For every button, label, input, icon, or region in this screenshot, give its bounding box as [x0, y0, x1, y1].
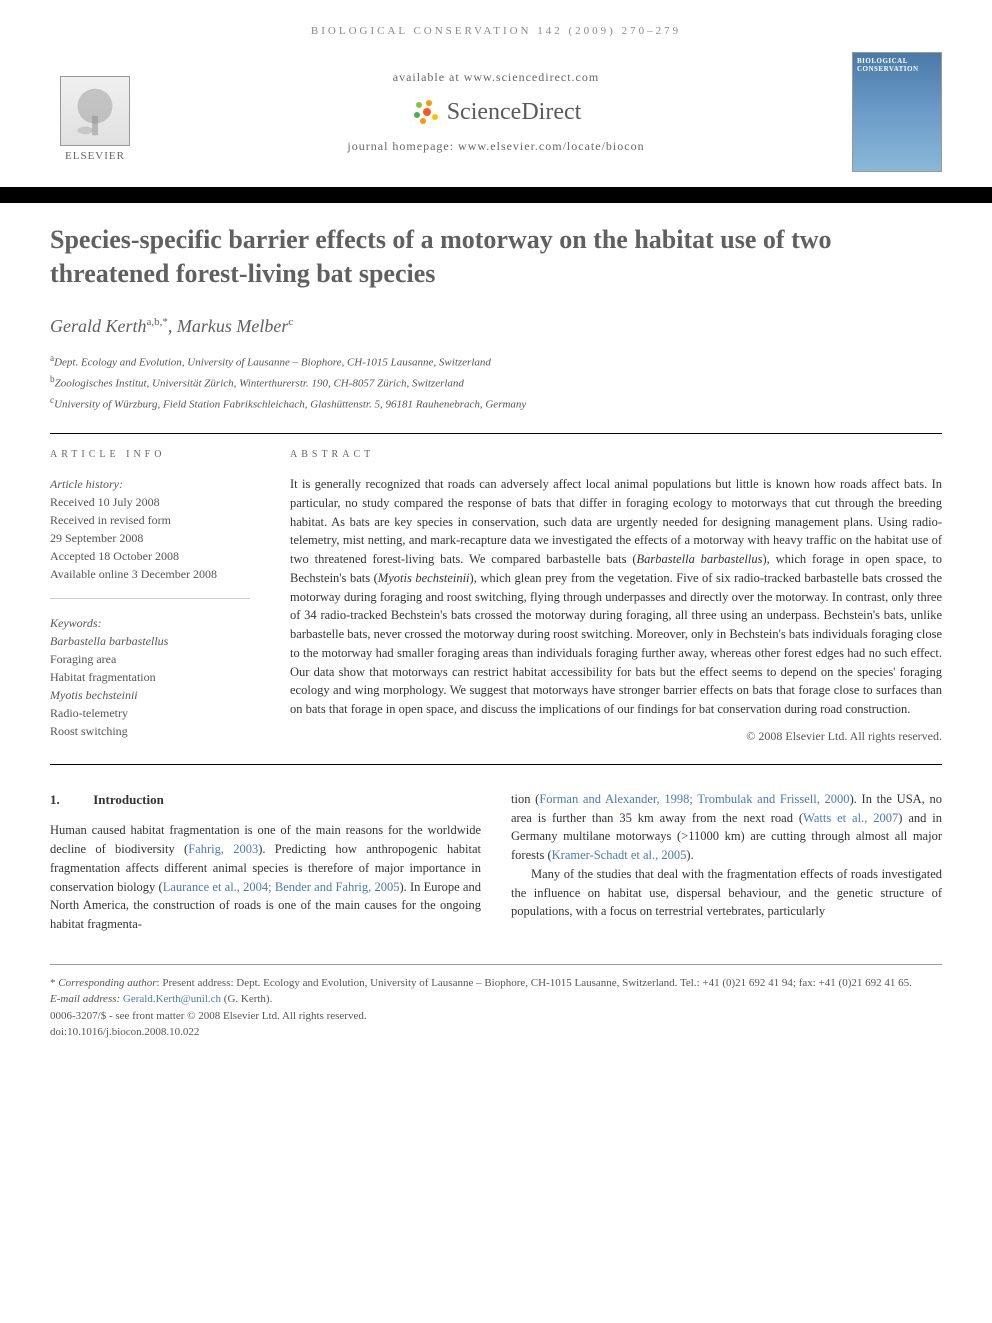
article-history: Article history: Received 10 July 2008Re…: [50, 475, 250, 599]
cover-title: BIOLOGICAL CONSERVATION: [857, 57, 937, 73]
title-bar: [0, 187, 992, 203]
body-column-right: tion (Forman and Alexander, 1998; Trombu…: [511, 790, 942, 934]
elsevier-label: ELSEVIER: [65, 150, 125, 162]
body-column-left: 1. Introduction Human caused habitat fra…: [50, 790, 481, 934]
header-row: ELSEVIER available at www.sciencedirect.…: [50, 52, 942, 172]
keyword: Roost switching: [50, 722, 250, 740]
keywords-block: Keywords: Barbastella barbastellusForagi…: [50, 614, 250, 740]
body-columns: 1. Introduction Human caused habitat fra…: [50, 790, 942, 934]
email-line: E-mail address: Gerald.Kerth@unil.ch (G.…: [50, 991, 942, 1008]
info-abstract-row: ARTICLE INFO Article history: Received 1…: [50, 449, 942, 744]
body-paragraph: Human caused habitat fragmentation is on…: [50, 821, 481, 934]
sciencedirect-label: ScienceDirect: [447, 99, 582, 126]
abstract-text: It is generally recognized that roads ca…: [290, 475, 942, 719]
email-address[interactable]: Gerald.Kerth@unil.ch: [123, 993, 221, 1005]
keyword: Barbastella barbastellus: [50, 632, 250, 650]
body-paragraph: Many of the studies that deal with the f…: [511, 865, 942, 921]
divider-top: [50, 433, 942, 434]
section-title: Introduction: [93, 792, 164, 807]
article-title: Species-specific barrier effects of a mo…: [50, 223, 942, 291]
affiliation: aDept. Ecology and Evolution, University…: [50, 352, 942, 371]
corresponding-author: * Corresponding author: Present address:…: [50, 975, 942, 992]
footer-block: * Corresponding author: Present address:…: [50, 964, 942, 1041]
affiliation: cUniversity of Würzburg, Field Station F…: [50, 394, 942, 413]
divider-bottom: [50, 764, 942, 765]
sciencedirect-logo: ScienceDirect: [411, 97, 582, 127]
abstract-column: ABSTRACT It is generally recognized that…: [290, 449, 942, 744]
center-header: available at www.sciencedirect.com Scien…: [140, 70, 852, 154]
keyword: Habitat fragmentation: [50, 668, 250, 686]
elsevier-tree-icon: [60, 76, 130, 146]
article-info-column: ARTICLE INFO Article history: Received 1…: [50, 449, 250, 744]
keyword: Myotis bechsteinii: [50, 686, 250, 704]
affiliations: aDept. Ecology and Evolution, University…: [50, 352, 942, 413]
doi-line: doi:10.1016/j.biocon.2008.10.022: [50, 1024, 942, 1041]
section-number: 1.: [50, 790, 90, 810]
history-line: Available online 3 December 2008: [50, 565, 250, 583]
body-paragraph: tion (Forman and Alexander, 1998; Trombu…: [511, 790, 942, 865]
elsevier-logo: ELSEVIER: [50, 62, 140, 162]
keyword: Radio-telemetry: [50, 704, 250, 722]
issn-line: 0006-3207/$ - see front matter © 2008 El…: [50, 1008, 942, 1025]
journal-reference: BIOLOGICAL CONSERVATION 142 (2009) 270–2…: [50, 25, 942, 37]
article-info-heading: ARTICLE INFO: [50, 449, 250, 460]
email-label: E-mail address:: [50, 993, 120, 1005]
sciencedirect-dots-icon: [411, 97, 441, 127]
abstract-copyright: © 2008 Elsevier Ltd. All rights reserved…: [290, 729, 942, 744]
history-label: Article history:: [50, 475, 250, 493]
keyword: Foraging area: [50, 650, 250, 668]
history-line: Received in revised form: [50, 511, 250, 529]
authors: Gerald Kertha,b,*, Markus Melberc: [50, 316, 942, 337]
history-line: Accepted 18 October 2008: [50, 547, 250, 565]
available-at-text: available at www.sciencedirect.com: [140, 70, 852, 85]
journal-homepage: journal homepage: www.elsevier.com/locat…: [140, 139, 852, 154]
history-line: Received 10 July 2008: [50, 493, 250, 511]
affiliation: bZoologisches Institut, Universität Züri…: [50, 373, 942, 392]
history-line: 29 September 2008: [50, 529, 250, 547]
keywords-label: Keywords:: [50, 614, 250, 632]
journal-cover-thumbnail: BIOLOGICAL CONSERVATION: [852, 52, 942, 172]
section-heading: 1. Introduction: [50, 790, 481, 810]
abstract-heading: ABSTRACT: [290, 449, 942, 460]
email-suffix: (G. Kerth).: [224, 993, 273, 1005]
